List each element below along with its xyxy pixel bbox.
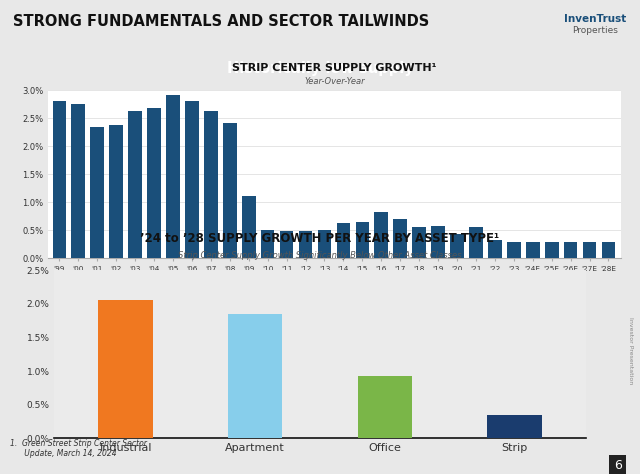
Bar <box>52 101 66 258</box>
Bar <box>487 415 541 438</box>
Text: 1.  Green Street Strip Center Sector: 1. Green Street Strip Center Sector <box>10 439 147 448</box>
Bar <box>317 230 332 258</box>
Bar <box>450 234 464 258</box>
Bar <box>242 195 255 258</box>
Bar <box>412 228 426 258</box>
Bar <box>166 94 180 258</box>
Bar <box>431 227 445 258</box>
Bar <box>223 123 237 258</box>
Bar <box>72 104 85 258</box>
Bar <box>526 242 540 258</box>
Bar <box>355 222 369 258</box>
Text: Historically low supply: Historically low supply <box>227 61 413 76</box>
Bar <box>299 231 312 258</box>
Bar <box>583 242 596 258</box>
Bar <box>374 212 388 258</box>
Bar <box>280 231 293 258</box>
Bar <box>261 230 275 258</box>
Bar <box>507 242 520 258</box>
Bar <box>204 111 218 258</box>
Bar <box>545 242 559 258</box>
Bar <box>99 301 153 438</box>
Text: Strip Center Supply Growth Significantly Below Other Asset Classes: Strip Center Supply Growth Significantly… <box>179 251 461 260</box>
Text: Update, March 14, 2024: Update, March 14, 2024 <box>10 449 116 458</box>
Text: Investor Presentation: Investor Presentation <box>628 317 633 384</box>
Bar <box>109 125 123 258</box>
Text: STRONG FUNDAMENTALS AND SECTOR TAILWINDS: STRONG FUNDAMENTALS AND SECTOR TAILWINDS <box>13 14 429 29</box>
Bar <box>488 240 502 258</box>
Bar <box>147 108 161 258</box>
Bar <box>128 111 142 258</box>
Title: ’24 to ’28 SUPPLY GROWTH PER YEAR BY ASSET TYPE¹: ’24 to ’28 SUPPLY GROWTH PER YEAR BY ASS… <box>140 232 500 246</box>
Bar <box>185 101 199 258</box>
Text: Year-Over-Year: Year-Over-Year <box>304 77 365 86</box>
Title: STRIP CENTER SUPPLY GROWTH¹: STRIP CENTER SUPPLY GROWTH¹ <box>232 63 436 73</box>
Bar <box>337 223 350 258</box>
Bar <box>228 314 282 438</box>
Bar <box>358 376 412 438</box>
Bar <box>602 242 615 258</box>
Bar <box>394 219 407 258</box>
Text: InvenTrust: InvenTrust <box>564 14 627 24</box>
Text: 6: 6 <box>614 459 621 472</box>
Bar <box>90 127 104 258</box>
Bar <box>469 228 483 258</box>
Bar <box>564 242 577 258</box>
Text: Properties: Properties <box>572 26 618 35</box>
